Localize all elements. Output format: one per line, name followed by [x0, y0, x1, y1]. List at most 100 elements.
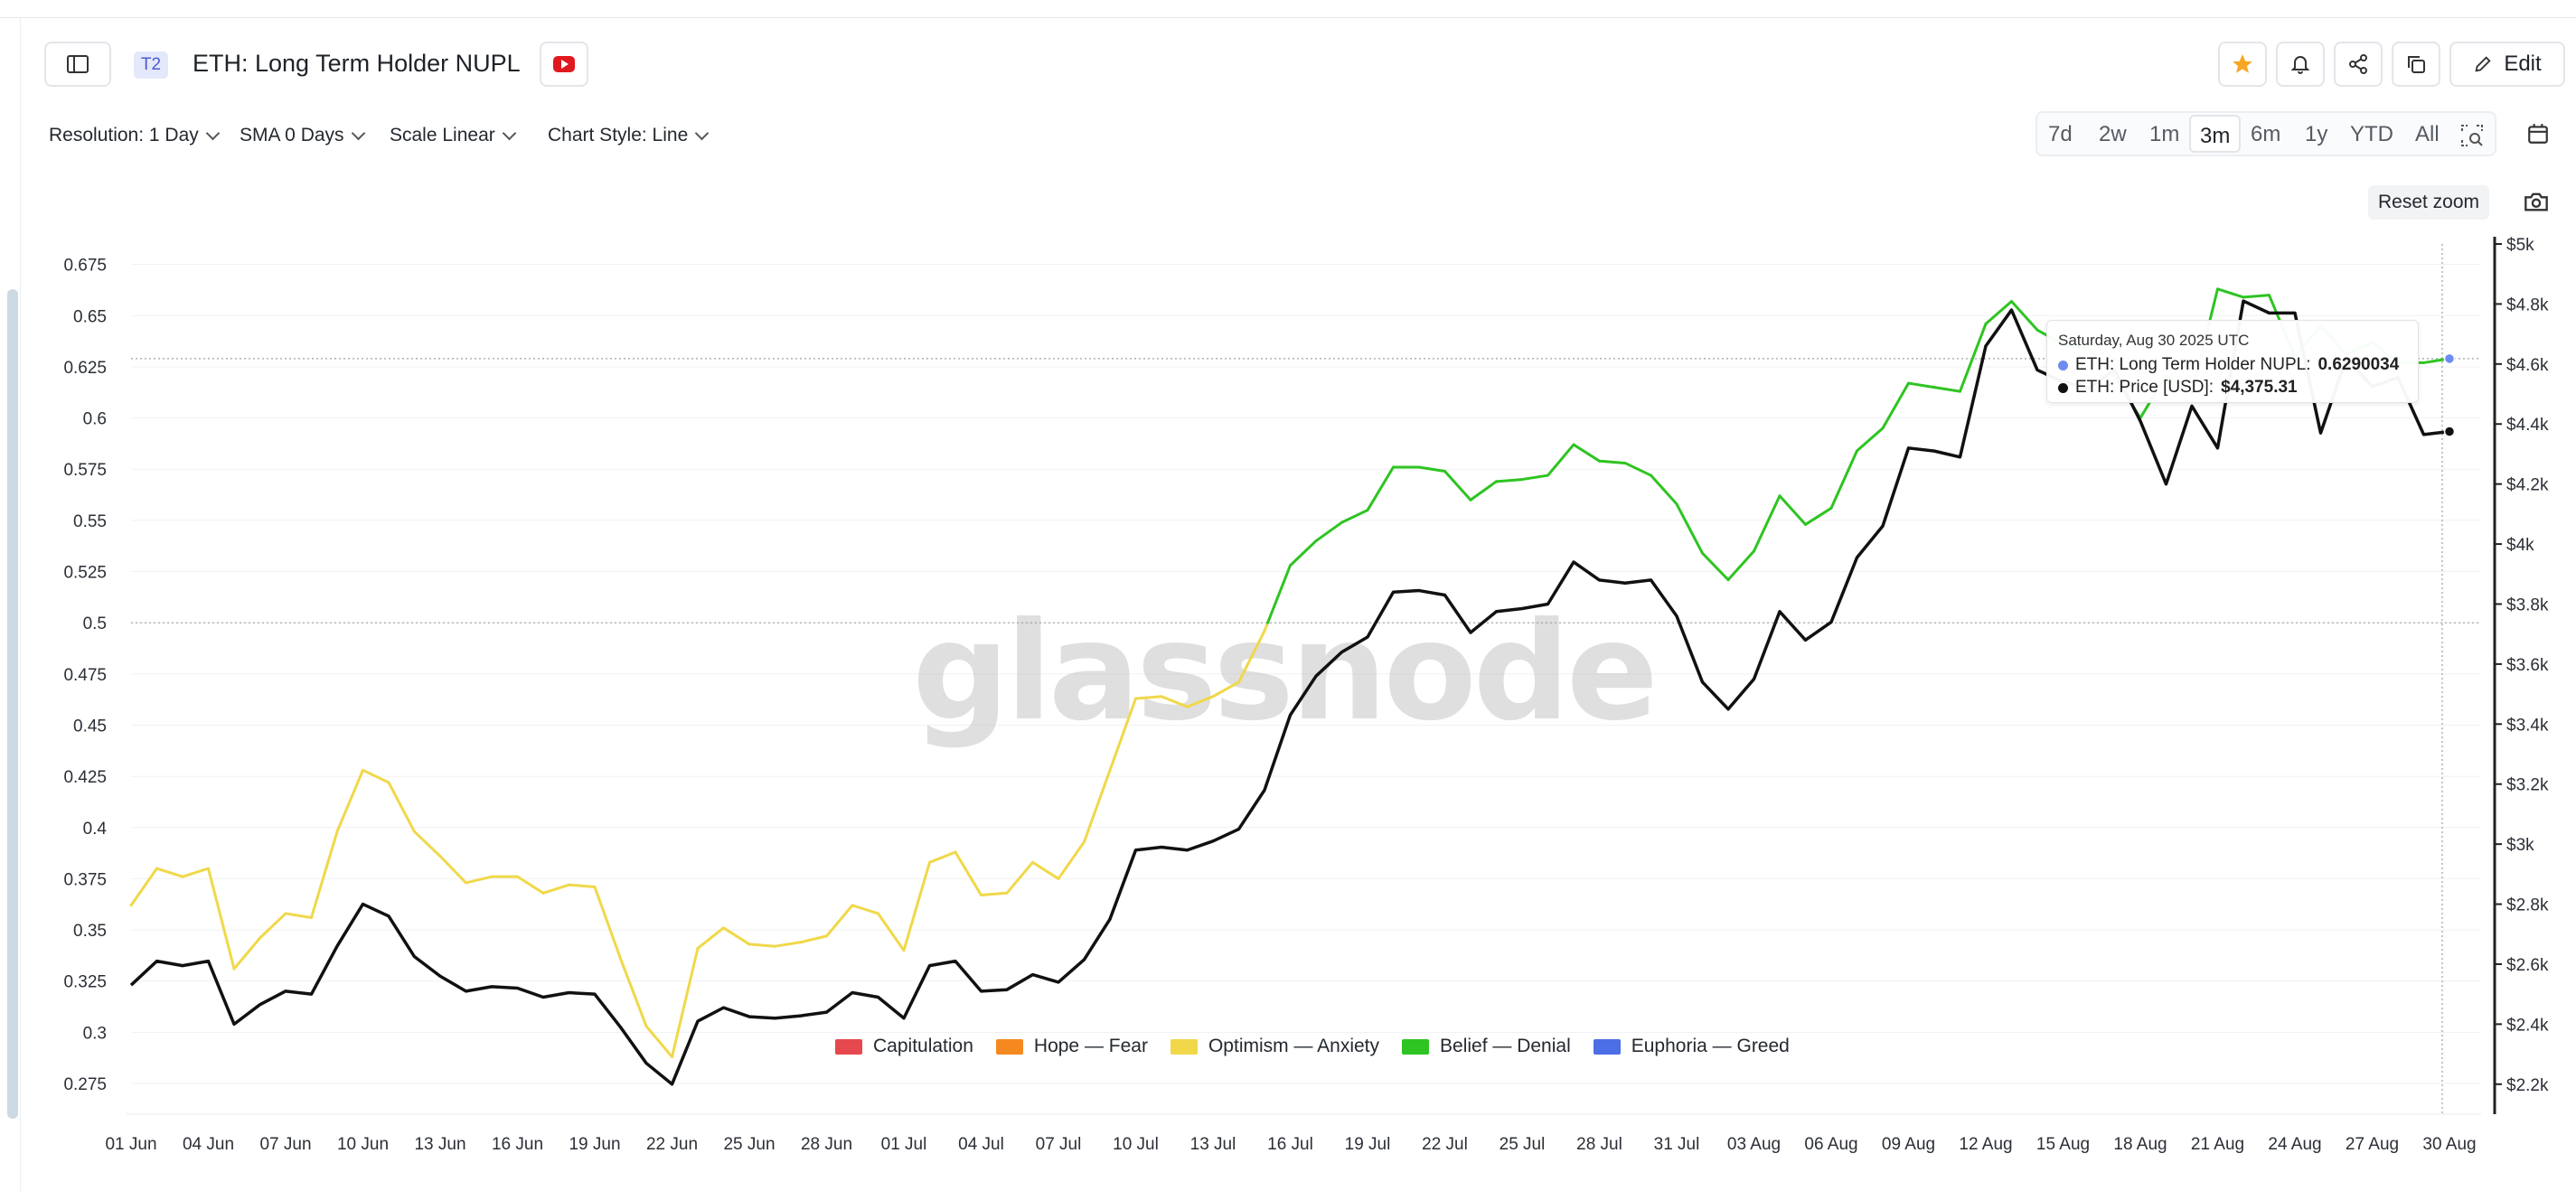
- x-axis: 01 Jun 04 Jun 07 Jun 10 Jun 13 Jun 16 Jun 19 J…: [105, 1113, 2481, 1154]
- nupl-segment: [1547, 443, 1575, 477]
- reset-zoom-button[interactable]: Reset zoom: [2368, 185, 2489, 220]
- y-left-tick-label: 0.5: [83, 614, 107, 633]
- x-tick-label: 25 Jul: [1500, 1135, 1546, 1154]
- zoom-select-icon[interactable]: [2460, 124, 2484, 147]
- range-2w[interactable]: 2w: [2099, 122, 2127, 146]
- favorite-button[interactable]: [2218, 42, 2267, 87]
- y-right-tick-label: $3.6k: [2506, 656, 2549, 675]
- legend-label: Euphoria — Greed: [1631, 1036, 1790, 1056]
- youtube-button[interactable]: [540, 42, 588, 87]
- toggle-sidebar-button[interactable]: [44, 42, 111, 87]
- tooltip-nupl-value: 0.6290034: [2317, 355, 2400, 374]
- y-left-tick-label: 0.575: [63, 461, 107, 480]
- nupl-segment: [1598, 459, 1627, 464]
- page-title: ETH: Long Term Holder NUPL: [193, 50, 521, 77]
- x-tick-label: 09 Aug: [1882, 1135, 1935, 1154]
- nupl-segment: [568, 883, 597, 888]
- x-tick-label: 01 Jun: [105, 1135, 156, 1154]
- y-axis-left: 0.275 0.3 0.325 0.35 0.375 0.4 0.425 0.45 0.475 0…: [63, 257, 107, 1094]
- legend-label: Hope — Fear: [1033, 1036, 1148, 1056]
- nupl-segment: [928, 850, 957, 864]
- x-tick-label: 31 Jul: [1654, 1135, 1700, 1154]
- range-6m[interactable]: 6m: [2251, 122, 2281, 146]
- share-icon: [2349, 54, 2367, 74]
- nupl-segment: [1289, 539, 1318, 567]
- nupl-segment: [1804, 506, 1833, 526]
- nupl-segment: [851, 904, 879, 915]
- y-left-tick-label: 0.45: [73, 717, 107, 736]
- nupl-segment: [799, 934, 828, 944]
- legend-item[interactable]: Optimism — Anxiety: [1170, 1036, 1379, 1057]
- legend-item[interactable]: Belief — Denial: [1402, 1036, 1571, 1057]
- y-left-tick-label: 0.425: [63, 768, 107, 787]
- x-tick-label: 10 Jun: [337, 1135, 389, 1154]
- y-left-tick-label: 0.6: [83, 410, 107, 429]
- nupl-segment: [1932, 386, 1961, 393]
- range-1y[interactable]: 1y: [2305, 122, 2328, 146]
- share-button[interactable]: [2334, 42, 2383, 87]
- nupl-segment: [1314, 520, 1343, 543]
- resolution-dropdown[interactable]: Resolution: 1 Day: [49, 125, 221, 146]
- calendar-button[interactable]: [2515, 111, 2562, 156]
- x-tick-label: 06 Aug: [1804, 1135, 1857, 1154]
- x-tick-label: 07 Jul: [1036, 1135, 1082, 1154]
- nupl-segment: [516, 875, 545, 895]
- sma-dropdown[interactable]: SMA 0 Days: [240, 125, 365, 146]
- x-tick-label: 18 Aug: [2113, 1135, 2167, 1154]
- y-right-tick-label: $3.4k: [2506, 716, 2549, 735]
- y-left-tick-label: 0.325: [63, 973, 107, 992]
- nupl-segment: [954, 850, 982, 897]
- nupl-segment: [1572, 443, 1601, 463]
- nupl-segment: [1520, 474, 1549, 482]
- legend-item[interactable]: Capitulation: [835, 1036, 973, 1057]
- youtube-icon: [553, 56, 575, 72]
- tooltip-price-value: $4,375.31: [2221, 378, 2298, 397]
- range-all[interactable]: All: [2415, 122, 2440, 146]
- range-3m[interactable]: 3m: [2189, 115, 2242, 153]
- nupl-segment: [1907, 381, 1936, 389]
- y-right-tick-label: $4.8k: [2506, 295, 2549, 314]
- range-1m[interactable]: 1m: [2149, 122, 2180, 146]
- chart-style-dropdown[interactable]: Chart Style: Line: [548, 125, 710, 146]
- nupl-segment: [129, 867, 158, 907]
- edit-label: Edit: [2504, 52, 2542, 76]
- nupl-segment: [877, 912, 906, 952]
- vertical-scrollbar[interactable]: [7, 289, 18, 1119]
- camera-icon[interactable]: [2524, 190, 2549, 213]
- nupl-segment: [387, 781, 416, 833]
- legend-item[interactable]: Euphoria — Greed: [1593, 1036, 1790, 1057]
- nupl-marker: [2443, 352, 2456, 365]
- x-tick-label: 22 Jul: [1422, 1135, 1468, 1154]
- nupl-segment: [541, 883, 570, 895]
- x-tick-label: 27 Aug: [2346, 1135, 2399, 1154]
- resolution-label: Resolution: 1 Day: [49, 125, 199, 145]
- tooltip-nupl-label: ETH: Long Term Holder NUPL:: [2075, 355, 2311, 374]
- nupl-segment: [1083, 768, 1112, 844]
- nupl-segment: [1881, 381, 1910, 430]
- nupl-segment: [1984, 299, 2013, 325]
- x-tick-label: 24 Aug: [2268, 1135, 2321, 1154]
- legend-item[interactable]: Hope — Fear: [995, 1036, 1148, 1057]
- edit-button[interactable]: Edit: [2449, 42, 2565, 87]
- nupl-segment: [310, 830, 339, 919]
- scale-dropdown[interactable]: Scale Linear: [390, 125, 517, 146]
- y-right-tick-label: $2.6k: [2506, 956, 2549, 975]
- y-left-tick-label: 0.55: [73, 512, 107, 531]
- range-7d[interactable]: 7d: [2048, 122, 2073, 146]
- x-tick-label: 01 Jul: [881, 1135, 927, 1154]
- y-left-tick-label: 0.3: [83, 1024, 107, 1043]
- time-range-selector: 7d 2w 1m 3m 6m 1y YTD All: [2035, 111, 2496, 156]
- alert-button[interactable]: [2276, 42, 2325, 87]
- nupl-segment: [644, 1025, 673, 1059]
- range-ytd[interactable]: YTD: [2350, 122, 2393, 146]
- nupl-segment: [259, 912, 287, 940]
- duplicate-button[interactable]: [2392, 42, 2440, 87]
- tier-badge: T2: [134, 52, 168, 79]
- y-left-tick-label: 0.35: [73, 922, 107, 941]
- nupl-segment: [1263, 621, 1270, 633]
- nupl-segment: [1623, 461, 1652, 477]
- y-right-tick-label: $4.4k: [2506, 416, 2549, 435]
- nupl-segment: [774, 941, 803, 948]
- nupl-segment: [362, 768, 390, 784]
